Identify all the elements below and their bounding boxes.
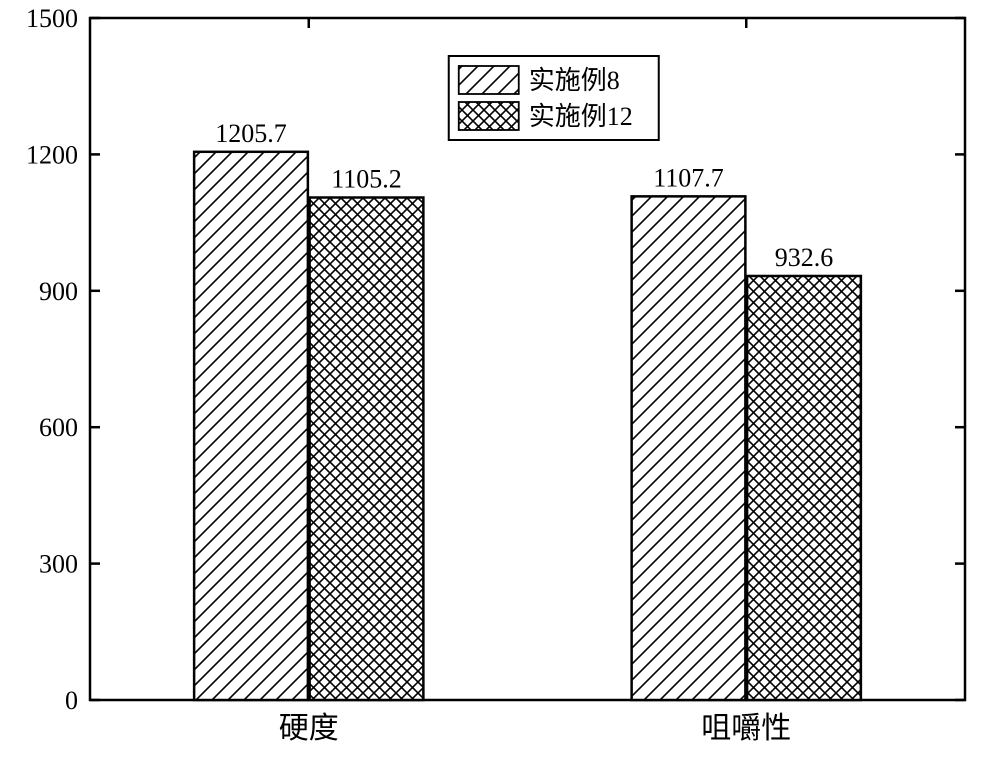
category-label: 硬度: [279, 712, 339, 745]
chart-container: 0 300 600 900 1200 1500 硬度 咀嚼性 1205.7 1105.2 1107…: [0, 0, 1000, 779]
bar: [310, 198, 424, 700]
bar: [747, 276, 861, 700]
legend-label: 实施例12: [529, 102, 633, 131]
y-tick-label: 0: [65, 686, 78, 715]
y-tick-label: 1200: [26, 140, 78, 169]
y-tick-label: 300: [39, 550, 78, 579]
bar-chart: 0 300 600 900 1200 1500 硬度 咀嚼性 1205.7 1105.2 1107…: [0, 0, 1000, 779]
category-label: 咀嚼性: [701, 712, 791, 745]
y-tick-label: 1500: [26, 4, 78, 33]
bar-value-label: 1105.2: [331, 165, 402, 194]
y-tick-label: 600: [39, 413, 78, 442]
legend-swatch: [459, 102, 519, 130]
bar: [632, 196, 746, 700]
bar-value-label: 1107.7: [653, 163, 724, 192]
legend-label: 实施例8: [529, 66, 620, 95]
bar-value-label: 1205.7: [215, 119, 287, 148]
bar: [194, 152, 308, 700]
legend-swatch: [459, 66, 519, 94]
y-tick-label: 900: [39, 277, 78, 306]
bar-value-label: 932.6: [775, 243, 834, 272]
